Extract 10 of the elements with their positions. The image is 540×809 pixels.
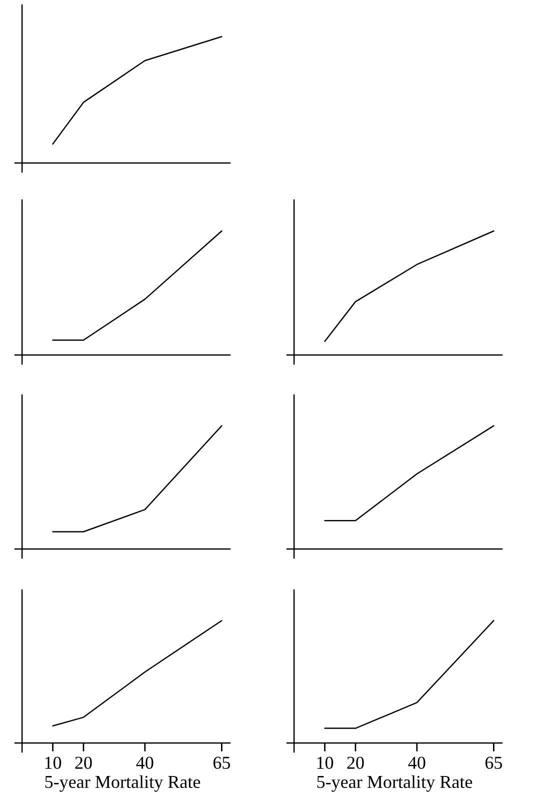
x-tick-label: 10	[317, 756, 334, 769]
x-tick-label: 40	[408, 756, 426, 769]
x-tick-label: 10	[45, 756, 62, 769]
x-tick-label: 20	[347, 756, 364, 769]
x-tick-label: 20	[75, 756, 92, 769]
x-axis-title: 5-year Mortality Rate	[45, 775, 200, 792]
x-tick-label: 65	[485, 756, 502, 769]
x-tick-label: 40	[136, 756, 154, 769]
x-tick-label: 65	[213, 756, 230, 769]
x-axis-title: 5-year Mortality Rate	[317, 775, 472, 792]
